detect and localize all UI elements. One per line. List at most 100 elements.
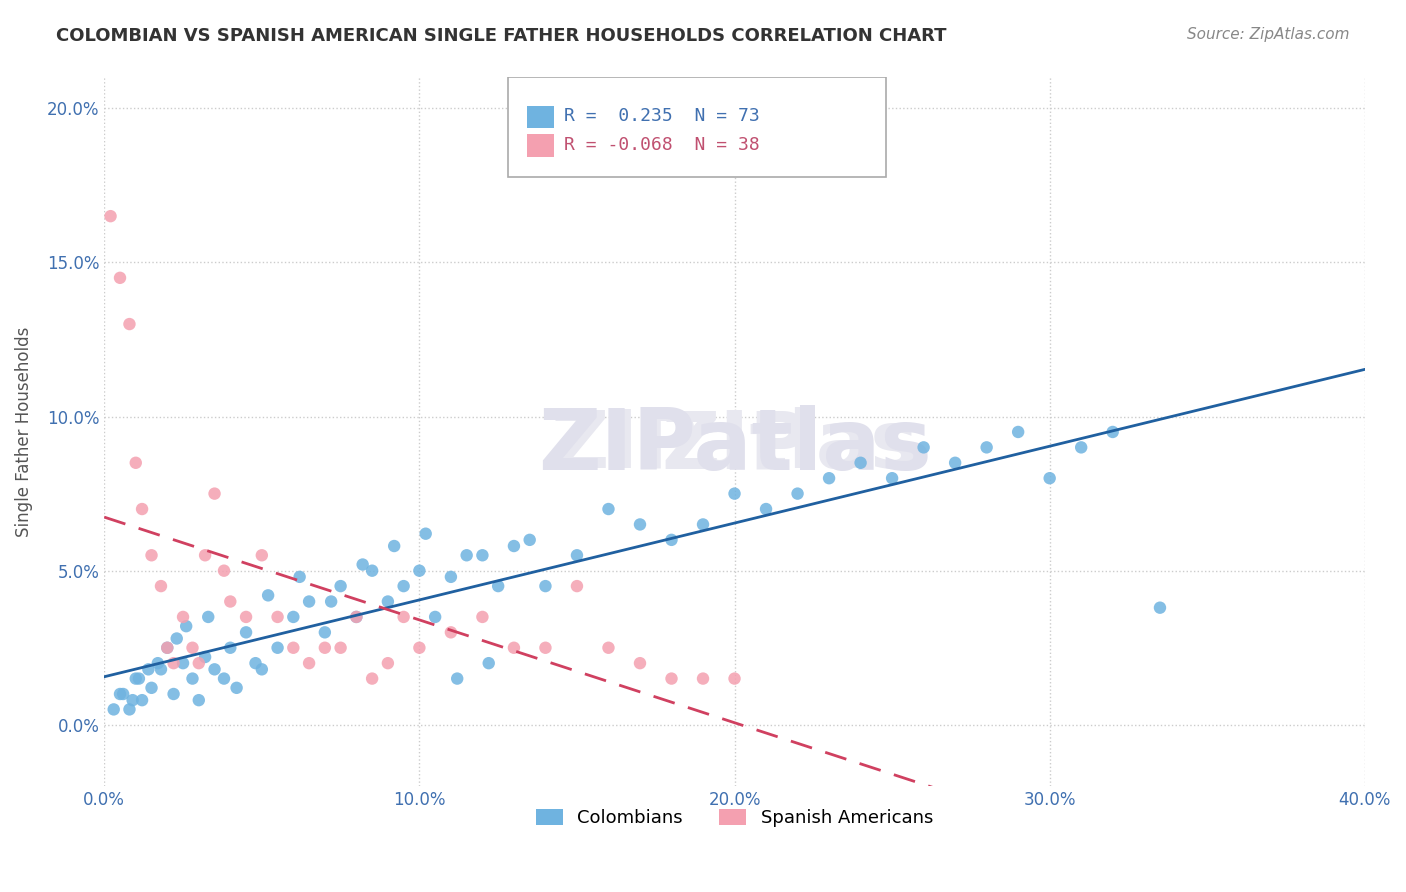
Point: [377, 656, 399, 670]
Point: [250, 662, 273, 676]
Point: [235, 625, 257, 640]
Point: [661, 533, 683, 547]
Point: [194, 650, 217, 665]
Point: [456, 549, 478, 563]
Point: [194, 549, 217, 563]
Point: [519, 533, 541, 547]
Point: [108, 687, 131, 701]
Point: [118, 702, 141, 716]
Point: [628, 517, 651, 532]
Point: [187, 693, 209, 707]
Point: [321, 594, 343, 608]
Point: [912, 441, 935, 455]
Point: [1101, 425, 1123, 439]
Point: [786, 486, 808, 500]
Point: [486, 579, 509, 593]
Point: [478, 656, 501, 670]
Point: [408, 564, 430, 578]
Point: [352, 558, 374, 572]
Point: [298, 594, 321, 608]
Point: [408, 640, 430, 655]
Point: [361, 672, 384, 686]
Y-axis label: Single Father Households: Single Father Households: [15, 326, 32, 537]
Point: [1070, 441, 1092, 455]
Point: [471, 610, 494, 624]
Point: [128, 672, 150, 686]
Point: [534, 640, 557, 655]
FancyBboxPatch shape: [508, 78, 886, 177]
Point: [818, 471, 841, 485]
Point: [314, 625, 336, 640]
Point: [361, 564, 384, 578]
Point: [162, 687, 184, 701]
Point: [181, 640, 204, 655]
Point: [146, 656, 169, 670]
Point: [314, 640, 336, 655]
Point: [166, 632, 188, 646]
Point: [174, 619, 197, 633]
Point: [138, 662, 160, 676]
Point: [503, 539, 526, 553]
Point: [266, 640, 288, 655]
Point: [118, 317, 141, 331]
Point: [382, 539, 405, 553]
Point: [755, 502, 778, 516]
Point: [446, 672, 468, 686]
Point: [392, 579, 415, 593]
Point: [392, 610, 415, 624]
Text: ZIPatlas: ZIPatlas: [550, 407, 918, 485]
Point: [149, 662, 172, 676]
Point: [103, 702, 125, 716]
Point: [204, 486, 226, 500]
Point: [266, 610, 288, 624]
Point: [723, 672, 745, 686]
Text: Source: ZipAtlas.com: Source: ZipAtlas.com: [1187, 27, 1350, 42]
Point: [288, 570, 311, 584]
Point: [415, 526, 437, 541]
Point: [108, 270, 131, 285]
Point: [565, 579, 588, 593]
Text: R =  0.235  N = 73: R = 0.235 N = 73: [564, 107, 761, 126]
Point: [149, 579, 172, 593]
Point: [204, 662, 226, 676]
Point: [131, 502, 153, 516]
Point: [212, 564, 235, 578]
Point: [298, 656, 321, 670]
Point: [156, 640, 179, 655]
Point: [598, 502, 620, 516]
Point: [121, 693, 143, 707]
Point: [849, 456, 872, 470]
Point: [1149, 600, 1171, 615]
Point: [172, 656, 194, 670]
Point: [329, 579, 352, 593]
Point: [257, 588, 280, 602]
Point: [141, 681, 163, 695]
Point: [329, 640, 352, 655]
Point: [187, 656, 209, 670]
Point: [344, 610, 367, 624]
Point: [181, 672, 204, 686]
Point: [976, 441, 998, 455]
Point: [503, 640, 526, 655]
Point: [162, 656, 184, 670]
Point: [125, 672, 148, 686]
Point: [692, 672, 714, 686]
Point: [219, 640, 242, 655]
Point: [283, 610, 305, 624]
Point: [141, 549, 163, 563]
Point: [125, 456, 148, 470]
Bar: [526, 134, 554, 157]
Point: [471, 549, 494, 563]
Point: [344, 610, 367, 624]
Point: [212, 672, 235, 686]
Legend: Colombians, Spanish Americans: Colombians, Spanish Americans: [529, 802, 941, 834]
Point: [1007, 425, 1029, 439]
Point: [235, 610, 257, 624]
Point: [250, 549, 273, 563]
Bar: [526, 106, 554, 128]
Point: [628, 656, 651, 670]
Point: [197, 610, 219, 624]
Text: ZIP: ZIP: [661, 407, 808, 485]
Point: [880, 471, 903, 485]
Point: [245, 656, 267, 670]
